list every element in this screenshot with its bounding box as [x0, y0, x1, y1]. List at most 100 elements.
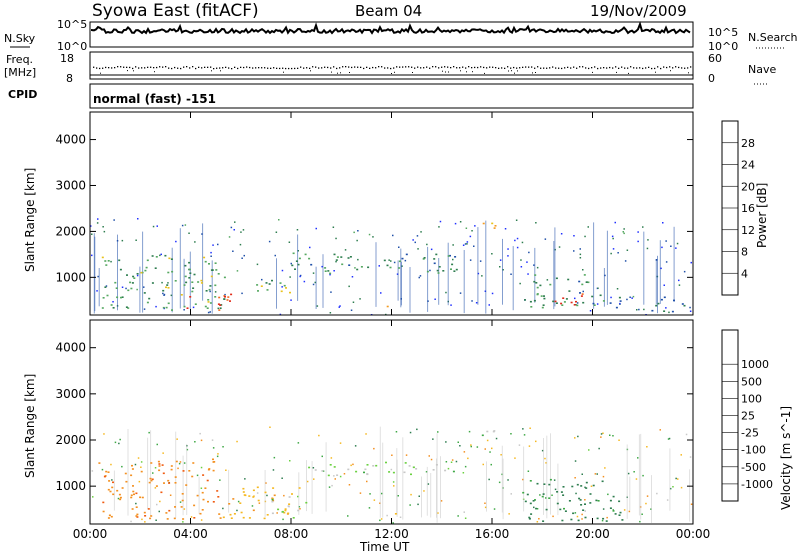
speckle-point	[464, 517, 467, 519]
freq-dot	[333, 66, 335, 68]
freq-dot	[399, 66, 401, 68]
data-cell	[271, 500, 274, 503]
freq-dot	[138, 67, 140, 69]
freq-dot	[456, 67, 458, 69]
data-cell	[575, 300, 577, 303]
data-cell	[444, 469, 447, 472]
speckle-point	[348, 484, 351, 486]
streak-column	[643, 231, 645, 305]
speckle-point	[423, 490, 425, 492]
speckle-point	[183, 309, 185, 311]
data-cell	[103, 475, 106, 478]
data-cell	[105, 264, 108, 266]
data-cell	[111, 486, 114, 489]
speckle-point	[316, 305, 319, 307]
speckle-point	[683, 270, 686, 273]
speckle-point	[643, 308, 645, 311]
speckle-point	[609, 434, 611, 436]
station-title: Syowa East (fitACF)	[92, 1, 259, 21]
data-cell	[535, 507, 538, 510]
data-cell	[114, 281, 117, 284]
speckle-point	[527, 273, 529, 275]
data-cell	[438, 266, 441, 268]
freq-dot	[441, 66, 443, 68]
data-cell	[555, 302, 558, 304]
speckle-point	[388, 259, 390, 261]
speckle-point	[450, 304, 452, 306]
speckle-point	[419, 275, 422, 277]
data-cell	[268, 283, 271, 285]
speckle-point	[650, 508, 652, 510]
speckle-point	[390, 260, 392, 262]
speckle-point	[410, 493, 412, 496]
freq-dot	[354, 66, 356, 68]
data-cell	[298, 487, 301, 489]
speckle-point	[491, 253, 493, 255]
nsky-tick-bottom-left: 10^0	[57, 40, 87, 53]
freq-dot	[105, 66, 107, 69]
data-cell	[292, 252, 295, 255]
streak-column	[98, 268, 100, 307]
freq-dot	[231, 68, 233, 70]
speckle-point	[392, 234, 394, 237]
speckle-point	[155, 305, 157, 308]
speckle-point	[289, 276, 291, 278]
streak-column	[501, 445, 503, 513]
freq-dot	[222, 67, 224, 69]
data-cell	[614, 513, 617, 515]
speckle-point	[176, 438, 178, 440]
speckle-point	[244, 478, 246, 480]
freq-dot	[573, 66, 575, 68]
data-cell	[336, 474, 339, 476]
data-cell	[585, 281, 588, 283]
data-cell	[203, 256, 206, 259]
data-cell	[182, 518, 185, 520]
data-cell	[166, 284, 169, 286]
speckle-point	[546, 279, 549, 281]
speckle-point	[535, 440, 537, 443]
speckle-point	[521, 241, 524, 244]
data-cell	[146, 259, 149, 262]
freq-dot	[420, 67, 422, 69]
speckle-point	[597, 287, 599, 289]
data-cell	[584, 503, 586, 505]
data-cell	[200, 279, 203, 282]
speckle-point	[130, 520, 132, 523]
streak-column	[426, 466, 428, 516]
speckle-point	[642, 474, 644, 477]
data-cell	[663, 310, 666, 312]
data-cell	[272, 499, 275, 502]
data-cell	[529, 480, 532, 482]
speckle-point	[622, 231, 624, 233]
speckle-point	[510, 493, 512, 495]
data-cell	[204, 260, 207, 263]
speckle-point	[217, 243, 219, 246]
speckle-point	[335, 237, 337, 240]
speckle-point	[210, 251, 212, 254]
data-cell	[135, 492, 138, 495]
data-cell	[560, 491, 563, 493]
data-cell	[389, 266, 392, 269]
data-cell	[135, 506, 138, 508]
data-cell	[193, 504, 196, 507]
freq-dot	[378, 66, 380, 68]
speckle-point	[491, 447, 493, 450]
data-cell	[453, 270, 456, 272]
speckle-point	[241, 257, 243, 259]
data-cell	[540, 295, 543, 297]
speckle-point	[96, 222, 99, 224]
freq-dot	[537, 66, 539, 68]
data-cell	[530, 513, 533, 515]
data-cell	[363, 471, 365, 474]
data-cell	[599, 294, 602, 297]
streak-column	[264, 470, 266, 517]
freq-dot	[624, 67, 626, 69]
speckle-point	[526, 261, 528, 263]
data-cell	[168, 482, 171, 484]
freq-dot	[165, 66, 167, 68]
speckle-point	[464, 465, 467, 468]
speckle-point	[575, 492, 577, 495]
data-cell	[618, 514, 621, 516]
freq-dot	[480, 66, 482, 68]
speckle-point	[236, 270, 239, 272]
